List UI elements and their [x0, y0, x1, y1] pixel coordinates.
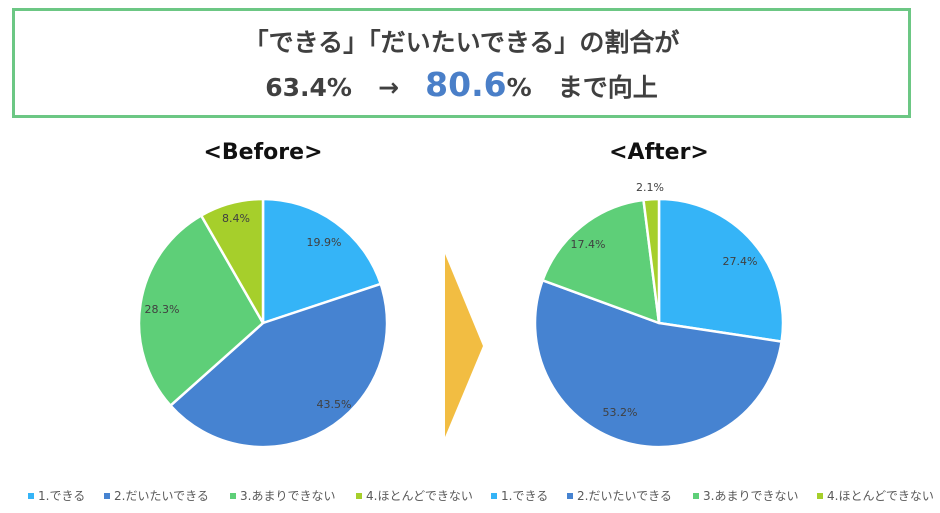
- transition-arrow-icon: [445, 254, 483, 437]
- legend-label: 2.だいたいできる: [577, 489, 672, 503]
- legend-label: 1.できる: [501, 489, 549, 503]
- before-label-3: 28.3%: [145, 303, 180, 316]
- after-legend-item-4: 4.ほとんどできない: [817, 487, 934, 504]
- before-slice-3: [137, 214, 265, 407]
- legend-label: 4.ほとんどできない: [366, 489, 473, 503]
- headline-title: 「できる」「だいたいできる」の割合が: [243, 28, 680, 57]
- legend-label: 4.ほとんどできない: [827, 489, 934, 503]
- after-label-1: 27.4%: [723, 255, 758, 268]
- legend-swatch-icon: [693, 492, 699, 499]
- after-rate-unit: %: [506, 73, 532, 102]
- after-legend-item-3: 3.あまりできない: [693, 487, 798, 504]
- before-legend-item-4: 4.ほとんどできない: [356, 487, 473, 504]
- after-slice-2: [533, 279, 783, 449]
- after-chart-title: <After>: [609, 140, 709, 165]
- legend-swatch-icon: [104, 492, 110, 499]
- after-slice-3: [541, 198, 661, 325]
- before-legend-item-3: 3.あまりできない: [230, 487, 335, 504]
- before-chart-title: <Before>: [203, 140, 323, 165]
- legend-swatch-icon: [230, 492, 236, 499]
- before-label-1: 19.9%: [307, 236, 342, 249]
- after-legend-item-2: 2.だいたいできる: [567, 487, 672, 504]
- legend-swatch-icon: [491, 492, 497, 499]
- before-slice-4: [199, 197, 265, 325]
- after-slice-1: [657, 197, 785, 343]
- before-pie: [137, 197, 389, 449]
- before-slice-1: [261, 197, 382, 325]
- legend-swatch-icon: [28, 492, 34, 499]
- legend-swatch-icon: [356, 492, 362, 499]
- before-label-2: 43.5%: [317, 398, 352, 411]
- headline-comparison: 63.4% → 80.6% まで向上: [15, 65, 908, 104]
- change-arrow: →: [378, 73, 400, 102]
- before-legend-item-1: 1.できる: [28, 487, 85, 504]
- legend-label: 3.あまりできない: [703, 489, 799, 503]
- headline-suffix: まで向上: [557, 73, 658, 102]
- before-slice-2: [169, 282, 389, 449]
- legend-label: 1.できる: [38, 489, 86, 503]
- legend-label: 2.だいたいできる: [114, 489, 209, 503]
- before-legend-item-2: 2.だいたいできる: [104, 487, 209, 504]
- after-slice-4: [642, 197, 661, 325]
- before-rate: 63.4%: [265, 73, 352, 102]
- after-label-2: 53.2%: [603, 406, 638, 419]
- legend-swatch-icon: [817, 492, 823, 499]
- legend-swatch-icon: [567, 492, 573, 499]
- after-label-4: 2.1%: [636, 181, 664, 194]
- before-label-4: 8.4%: [222, 212, 250, 225]
- after-label-3: 17.4%: [571, 238, 606, 251]
- legend-label: 3.あまりできない: [240, 489, 336, 503]
- after-legend-item-1: 1.できる: [491, 487, 548, 504]
- after-pie: [533, 197, 785, 449]
- headline-box: 「できる」「だいたいできる」の割合が 63.4% → 80.6% まで向上: [12, 8, 911, 118]
- after-rate-number: 80.6: [425, 65, 507, 104]
